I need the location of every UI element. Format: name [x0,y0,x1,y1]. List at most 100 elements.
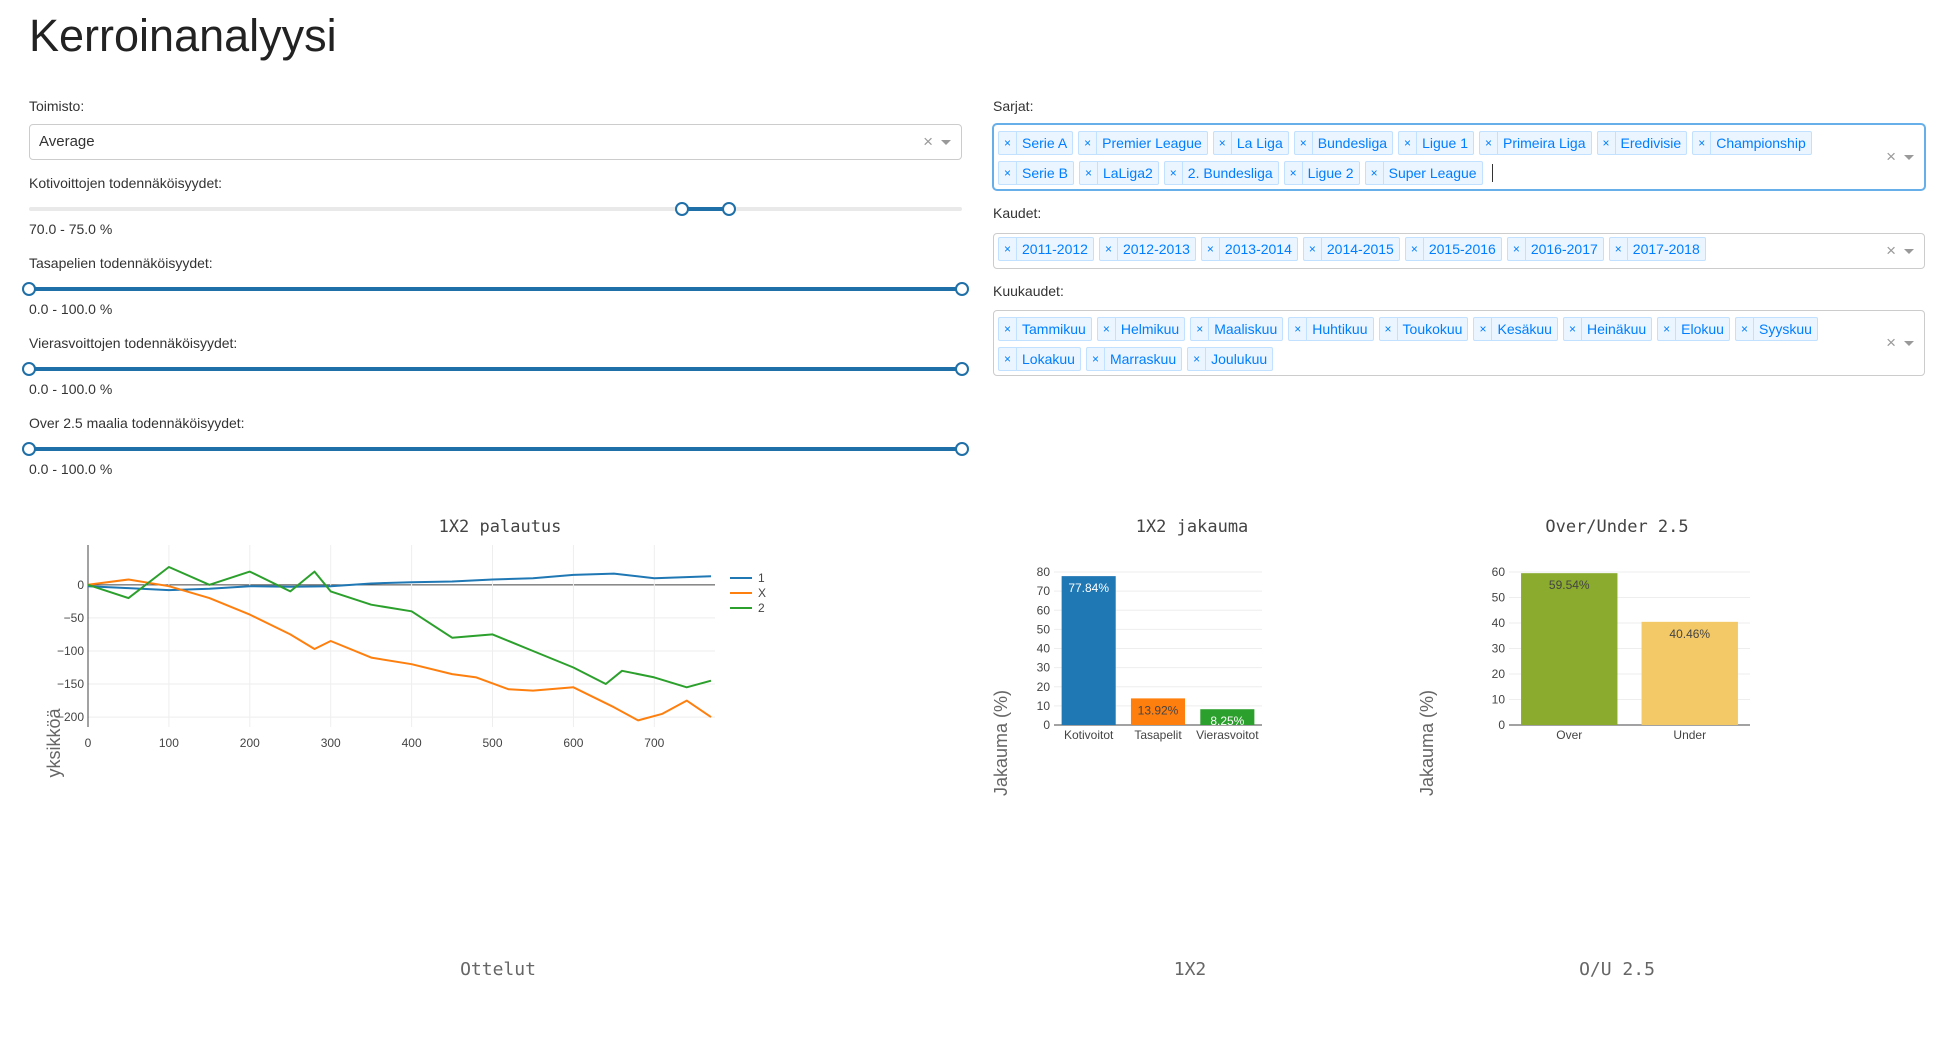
kuukaudet-tag[interactable]: × Elokuu [1657,317,1730,341]
kuukaudet-multiselect[interactable]: × Tammikuu × Helmikuu × Maaliskuu × Huhtikuu × To… [993,310,1925,376]
kuukaudet-tag[interactable]: × Heinäkuu [1562,317,1653,341]
sarjat-tag[interactable]: × Serie B [998,161,1074,185]
slider-handle-low[interactable] [22,442,36,456]
y-tick-label: 70 [1037,584,1051,598]
sarjat-tag[interactable]: × Super League [1364,161,1483,185]
slider-track [29,367,962,371]
slider-handle-high[interactable] [721,202,736,216]
kaudet-tag[interactable]: × 2017-2018 [1608,237,1706,261]
tag-label: Huhtikuu [1312,321,1368,337]
sarjat-tag[interactable]: × Premier League [1078,131,1208,155]
kuukaudet-tag[interactable]: × Helmikuu [1096,317,1186,341]
remove-tag-icon[interactable]: × [1508,238,1526,260]
kaudet-tag[interactable]: × 2015-2016 [1404,237,1502,261]
chevron-down-icon[interactable] [1904,155,1914,160]
away-win-prob-slider[interactable] [22,361,969,377]
remove-tag-icon[interactable]: × [1474,318,1493,340]
kuukaudet-tag[interactable]: × Tammikuu [998,317,1092,341]
text-cursor[interactable] [1491,164,1493,182]
sarjat-tag[interactable]: × Championship [1692,131,1812,155]
remove-tag-icon[interactable]: × [1087,348,1105,370]
remove-tag-icon[interactable]: × [1610,238,1628,260]
remove-tag-icon[interactable]: × [999,162,1018,184]
sarjat-tag[interactable]: × Ligue 2 [1283,161,1360,185]
slider-handle-low[interactable] [22,282,36,296]
slider-handle-high[interactable] [955,282,969,296]
remove-tag-icon[interactable]: × [1202,238,1220,260]
chevron-down-icon[interactable] [1904,341,1914,346]
clear-icon[interactable]: × [1886,241,1896,260]
remove-tag-icon[interactable]: × [1658,318,1677,340]
remove-tag-icon[interactable]: × [1214,132,1232,154]
remove-tag-icon[interactable]: × [999,348,1018,370]
remove-tag-icon[interactable]: × [1289,318,1308,340]
slider-handle-low[interactable] [675,202,690,216]
remove-tag-icon[interactable]: × [1598,132,1616,154]
remove-tag-icon[interactable]: × [1079,132,1098,154]
chevron-down-icon[interactable] [1904,249,1914,254]
over25-prob-slider[interactable] [22,441,969,457]
kuukaudet-tag[interactable]: × Huhtikuu [1288,317,1374,341]
sarjat-tag[interactable]: × La Liga [1212,131,1289,155]
sarjat-tag[interactable]: × Eredivisie [1596,131,1688,155]
remove-tag-icon[interactable]: × [999,132,1018,154]
kuukaudet-tag[interactable]: × Maaliskuu [1190,317,1284,341]
remove-tag-icon[interactable]: × [1100,238,1118,260]
remove-tag-icon[interactable]: × [1188,348,1207,370]
away-win-prob-range: 0.0 - 100.0 % [29,381,113,397]
remove-tag-icon[interactable]: × [1693,132,1712,154]
home-win-prob-slider[interactable] [29,201,962,217]
remove-tag-icon[interactable]: × [1366,162,1384,184]
slider-handle-high[interactable] [955,442,969,456]
kaudet-tag[interactable]: × 2011-2012 [998,237,1094,261]
draw-prob-slider[interactable] [22,281,969,297]
remove-tag-icon[interactable]: × [999,238,1018,260]
sarjat-tag[interactable]: × 2. Bundesliga [1163,161,1279,185]
y-tick-label: 30 [1037,661,1051,675]
kaudet-tag[interactable]: × 2016-2017 [1506,237,1604,261]
clear-icon[interactable]: × [1886,147,1896,166]
slider-handle-low[interactable] [22,362,36,376]
kuukaudet-tag[interactable]: × Lokakuu [998,347,1081,371]
remove-tag-icon[interactable]: × [1098,318,1116,340]
y-tick-label: 50 [1492,591,1506,605]
kaudet-multiselect[interactable]: × 2011-2012 × 2012-2013 × 2013-2014 × 2014-2015… [993,233,1925,269]
clear-icon[interactable]: × [1886,333,1896,352]
remove-tag-icon[interactable]: × [1399,132,1418,154]
kaudet-tag[interactable]: × 2013-2014 [1200,237,1298,261]
remove-tag-icon[interactable]: × [1165,162,1183,184]
remove-tag-icon[interactable]: × [1736,318,1754,340]
kaudet-tag[interactable]: × 2012-2013 [1098,237,1196,261]
chevron-down-icon[interactable] [941,140,951,145]
sarjat-multiselect[interactable]: × Serie A × Premier League × La Liga × Bundesli… [993,124,1925,190]
toimisto-dropdown[interactable]: Average × [29,124,962,160]
sarjat-tag[interactable]: × Ligue 1 [1398,131,1474,155]
bar-under [1641,621,1738,725]
remove-tag-icon[interactable]: × [1295,132,1313,154]
x-tick-label: Kotivoitot [1064,728,1114,742]
kuukaudet-tag[interactable]: × Marraskuu [1085,347,1183,371]
sarjat-tag[interactable]: × Serie A [998,131,1074,155]
kuukaudet-tag[interactable]: × Joulukuu [1187,347,1274,371]
remove-tag-icon[interactable]: × [1380,318,1398,340]
remove-tag-icon[interactable]: × [1191,318,1210,340]
kuukaudet-tag[interactable]: × Toukokuu [1378,317,1469,341]
sarjat-tag[interactable]: × Bundesliga [1293,131,1394,155]
remove-tag-icon[interactable]: × [1304,238,1322,260]
remove-tag-icon[interactable]: × [1080,162,1098,184]
kuukaudet-tag[interactable]: × Kesäkuu [1473,317,1558,341]
series-line-2 [87,566,712,689]
kaudet-tag[interactable]: × 2014-2015 [1302,237,1400,261]
kuukaudet-tag[interactable]: × Syyskuu [1734,317,1818,341]
sarjat-tag[interactable]: × LaLiga2 [1078,161,1159,185]
remove-tag-icon[interactable]: × [1564,318,1582,340]
remove-tag-icon[interactable]: × [999,318,1018,340]
remove-tag-icon[interactable]: × [1406,238,1424,260]
remove-tag-icon[interactable]: × [1285,162,1303,184]
remove-tag-icon[interactable]: × [1480,132,1499,154]
slider-rail[interactable] [29,207,962,211]
slider-handle-high[interactable] [955,362,969,376]
tag-label: Helmikuu [1120,321,1180,337]
clear-icon[interactable]: × [923,132,933,151]
sarjat-tag[interactable]: × Primeira Liga [1479,131,1592,155]
